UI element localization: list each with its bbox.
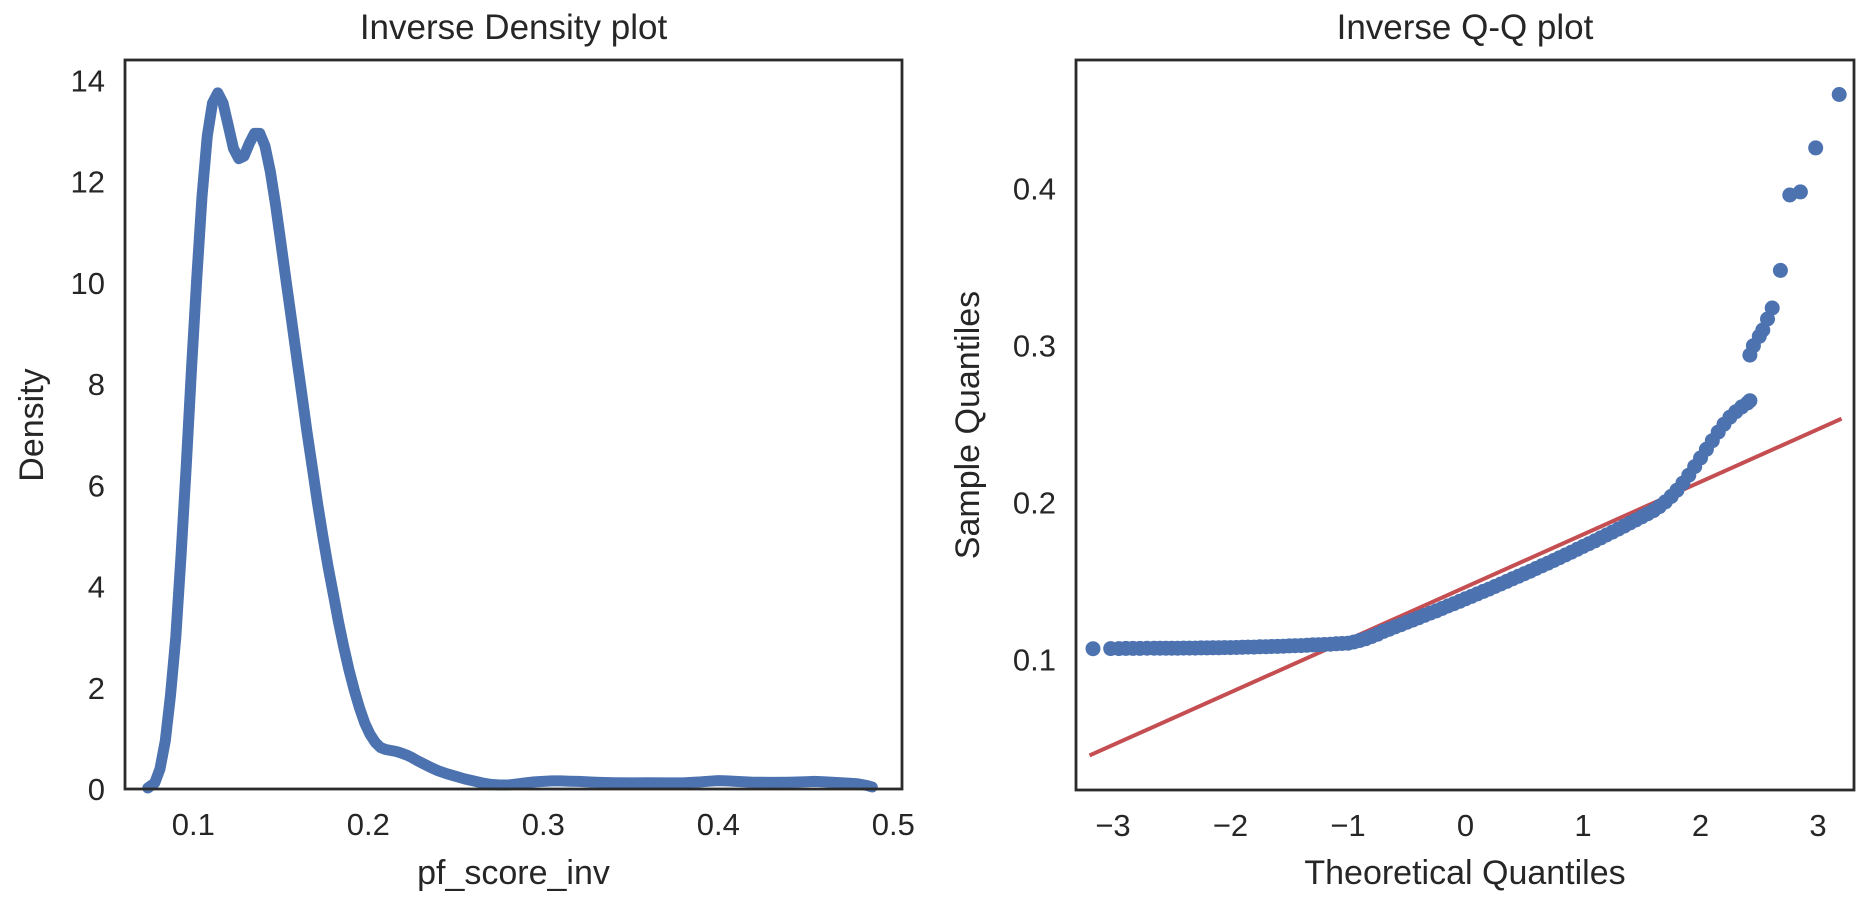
qq-x-tick-label: −1	[1330, 808, 1365, 843]
qq-point	[1831, 87, 1847, 102]
qq-fit-line	[1088, 416, 1843, 758]
qq-y-tick-label: 0.1	[1013, 643, 1056, 678]
qq-point	[1764, 300, 1780, 316]
qq-plot-title: Inverse Q-Q plot	[1336, 8, 1594, 47]
density-curve	[142, 87, 878, 794]
density-x-tick-label: 0.2	[347, 807, 390, 842]
density-x-axis-label: pf_score_inv	[417, 854, 610, 892]
density-y-tick-label: 6	[88, 468, 105, 503]
qq-x-tick-label: −2	[1213, 808, 1248, 843]
density-x-tick-label: 0.5	[872, 807, 915, 842]
density-x-tick-label: 0.4	[697, 807, 740, 842]
density-plot-title: Inverse Density plot	[359, 8, 668, 47]
density-y-tick-label: 14	[71, 63, 105, 98]
qq-x-tick-label: 0	[1457, 808, 1474, 843]
density-y-tick-label: 8	[88, 367, 105, 402]
density-y-tick-label: 10	[71, 266, 105, 301]
qq-x-axis-label: Theoretical Quantiles	[1304, 854, 1626, 892]
qq-point	[1085, 641, 1101, 657]
density-x-tick-label: 0.1	[172, 807, 215, 842]
density-axes-frame	[123, 58, 904, 791]
qq-y-tick-label: 0.3	[1013, 329, 1056, 364]
qq-y-axis-label: Sample Quantiles	[949, 290, 987, 560]
density-y-axis-label: Density	[13, 368, 51, 482]
density-y-tick-label: 4	[88, 570, 105, 605]
qq-x-tick-label: 2	[1692, 808, 1709, 843]
density-y-tick-label: 2	[88, 671, 105, 706]
density-y-tick-label: 12	[71, 165, 105, 200]
density-y-tick-label: 0	[88, 772, 105, 807]
qq-point	[1792, 184, 1808, 200]
qq-x-tick-label: 1	[1574, 808, 1591, 843]
qq-x-tick-label: −3	[1095, 808, 1130, 843]
qq-point	[1808, 140, 1824, 156]
qq-x-tick-label: 3	[1809, 808, 1826, 843]
density-plot-area: 0.1 0.2 0.3 0.4 0.5 0 2 4 6 8 10 12 14	[71, 58, 915, 842]
qq-axes-frame	[1074, 58, 1856, 792]
qq-y-tick-label: 0.4	[1013, 172, 1056, 207]
qq-y-tick-label: 0.2	[1013, 486, 1056, 521]
qq-point	[1772, 262, 1788, 278]
qq-point	[1742, 393, 1758, 409]
qq-plot-area: −3 −2 −1 0 1 2 3 0.1 0.2 0.3 0.4	[1013, 58, 1856, 843]
density-x-tick-label: 0.3	[522, 807, 565, 842]
qq-points	[1085, 87, 1847, 657]
